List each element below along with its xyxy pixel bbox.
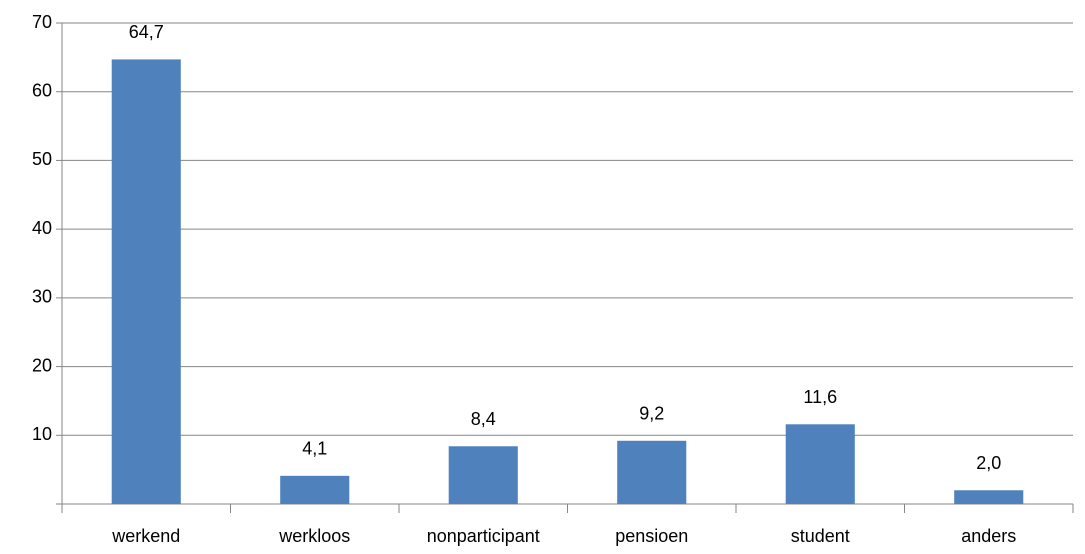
x-tick-label: anders [961, 526, 1016, 546]
y-tick-label: 40 [32, 218, 52, 238]
x-tick-label: pensioen [615, 526, 688, 546]
bar [954, 490, 1024, 504]
x-tick-label: werkend [111, 526, 180, 546]
bar [280, 475, 350, 504]
bar [785, 424, 855, 504]
y-tick-label: 30 [32, 287, 52, 307]
bar [111, 59, 181, 504]
x-tick-label: nonparticipant [427, 526, 540, 546]
x-tick-label: werkloos [278, 526, 350, 546]
data-label: 9,2 [639, 404, 664, 424]
data-label: 4,1 [302, 439, 327, 459]
y-tick-label: 60 [32, 80, 52, 100]
data-label: 2,0 [976, 453, 1001, 473]
bar [448, 446, 518, 504]
y-tick-label: 20 [32, 355, 52, 375]
x-tick-label: student [791, 526, 850, 546]
data-label: 8,4 [471, 409, 496, 429]
y-tick-label: 10 [32, 424, 52, 444]
y-tick-label: 70 [32, 12, 52, 32]
bar [617, 440, 687, 504]
y-tick-label: 50 [32, 149, 52, 169]
data-label: 64,7 [129, 22, 164, 42]
data-label: 11,6 [803, 387, 837, 407]
